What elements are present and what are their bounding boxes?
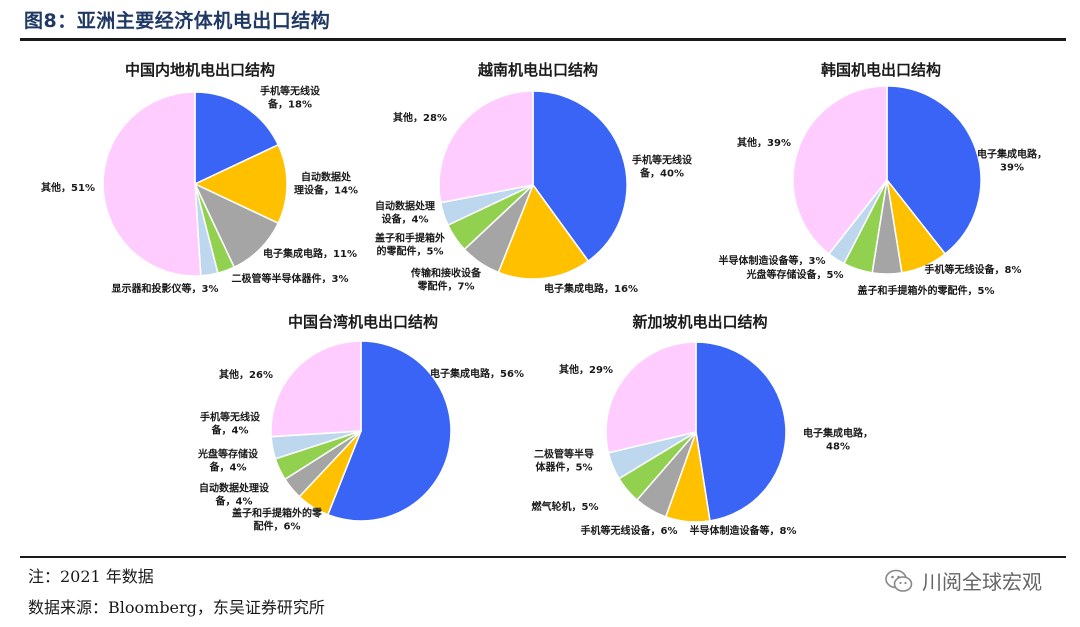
chart-title: 中国台湾机电出口结构 — [288, 313, 438, 331]
pie-slice — [270, 340, 362, 438]
slice-label: 半导体制造设备等，8% — [690, 524, 797, 537]
slice-label: 手机等无线设备，18% — [260, 85, 320, 111]
slice-label: 传输和接收设备零配件，7% — [410, 267, 482, 293]
slice-label: 其他，51% — [41, 181, 95, 194]
pie-slice — [438, 90, 534, 204]
pie-slice — [497, 183, 590, 280]
slice-label: 电子集成电路，56% — [430, 367, 524, 380]
slice-label: 燃气轮机，5% — [532, 500, 599, 513]
figure-title: 图8：亚洲主要经济体机电出口结构 — [24, 10, 331, 32]
pie-slice — [792, 85, 888, 255]
slice-label: 二极管等半导体器件，3% — [232, 272, 349, 285]
data-note: 注：2021 年数据 — [28, 567, 154, 586]
slice-label: 其他，29% — [559, 363, 613, 376]
chart-title: 越南机电出口结构 — [477, 61, 598, 79]
slice-label: 盖子和手提箱外的零配件，5% — [858, 284, 995, 297]
pie-slice — [532, 90, 628, 263]
slice-label: 其他，26% — [219, 368, 273, 381]
pie-slice — [326, 340, 452, 522]
slice-label: 光盘等存储设备，5% — [746, 268, 844, 281]
slice-label: 其他，39% — [737, 136, 791, 149]
slice-label: 自动数据处理设备，4% — [375, 200, 435, 226]
pie-slice — [605, 341, 697, 454]
slice-label: 电子集成电路，16% — [544, 282, 638, 295]
watermark: 川阅全球宏观 — [884, 566, 1042, 595]
wechat-icon — [885, 569, 913, 592]
slice-label: 手机等无线设备，8% — [925, 263, 1022, 276]
slice-label: 半导体制造设备等，3% — [719, 254, 826, 267]
pie-slice — [194, 91, 280, 186]
slice-label: 自动数据处理设备，14% — [294, 171, 358, 197]
slice-label: 光盘等存储设备，4% — [197, 448, 258, 474]
slice-label: 盖子和手提箱外的零配件，5% — [375, 232, 445, 258]
slice-label: 电子集成电路， 48% — [803, 427, 873, 453]
pie-slice — [886, 85, 982, 255]
bottom-rule — [20, 556, 1066, 558]
slice-label: 电子集成电路，11% — [263, 247, 357, 260]
data-source: 数据来源：Bloomberg，东吴证券研究所 — [28, 598, 325, 617]
top-rule — [20, 38, 1066, 41]
slice-label: 显示器和投影仪等，3% — [112, 282, 219, 295]
chart-title: 新加坡机电出口结构 — [632, 313, 767, 331]
slice-label: 电子集成电路， 39% — [977, 148, 1047, 174]
chart-title: 韩国机电出口结构 — [821, 61, 941, 79]
watermark-text: 川阅全球宏观 — [922, 570, 1042, 594]
chart-title: 中国内地机电出口结构 — [125, 61, 275, 79]
slice-label: 二极管等半导体器件，5% — [534, 448, 594, 474]
slice-label: 盖子和手提箱外的零配件，6% — [232, 507, 323, 533]
slice-label: 自动数据处理设备，4% — [199, 482, 269, 508]
slice-label: 手机等无线设备，40% — [632, 154, 692, 180]
pie-slice — [102, 91, 202, 277]
pie-slice — [695, 341, 787, 522]
slice-label: 手机等无线设备，6% — [581, 524, 678, 537]
slice-label: 手机等无线设备，4% — [200, 411, 260, 437]
slice-label: 其他，28% — [393, 111, 447, 124]
pie-slice — [193, 143, 288, 225]
